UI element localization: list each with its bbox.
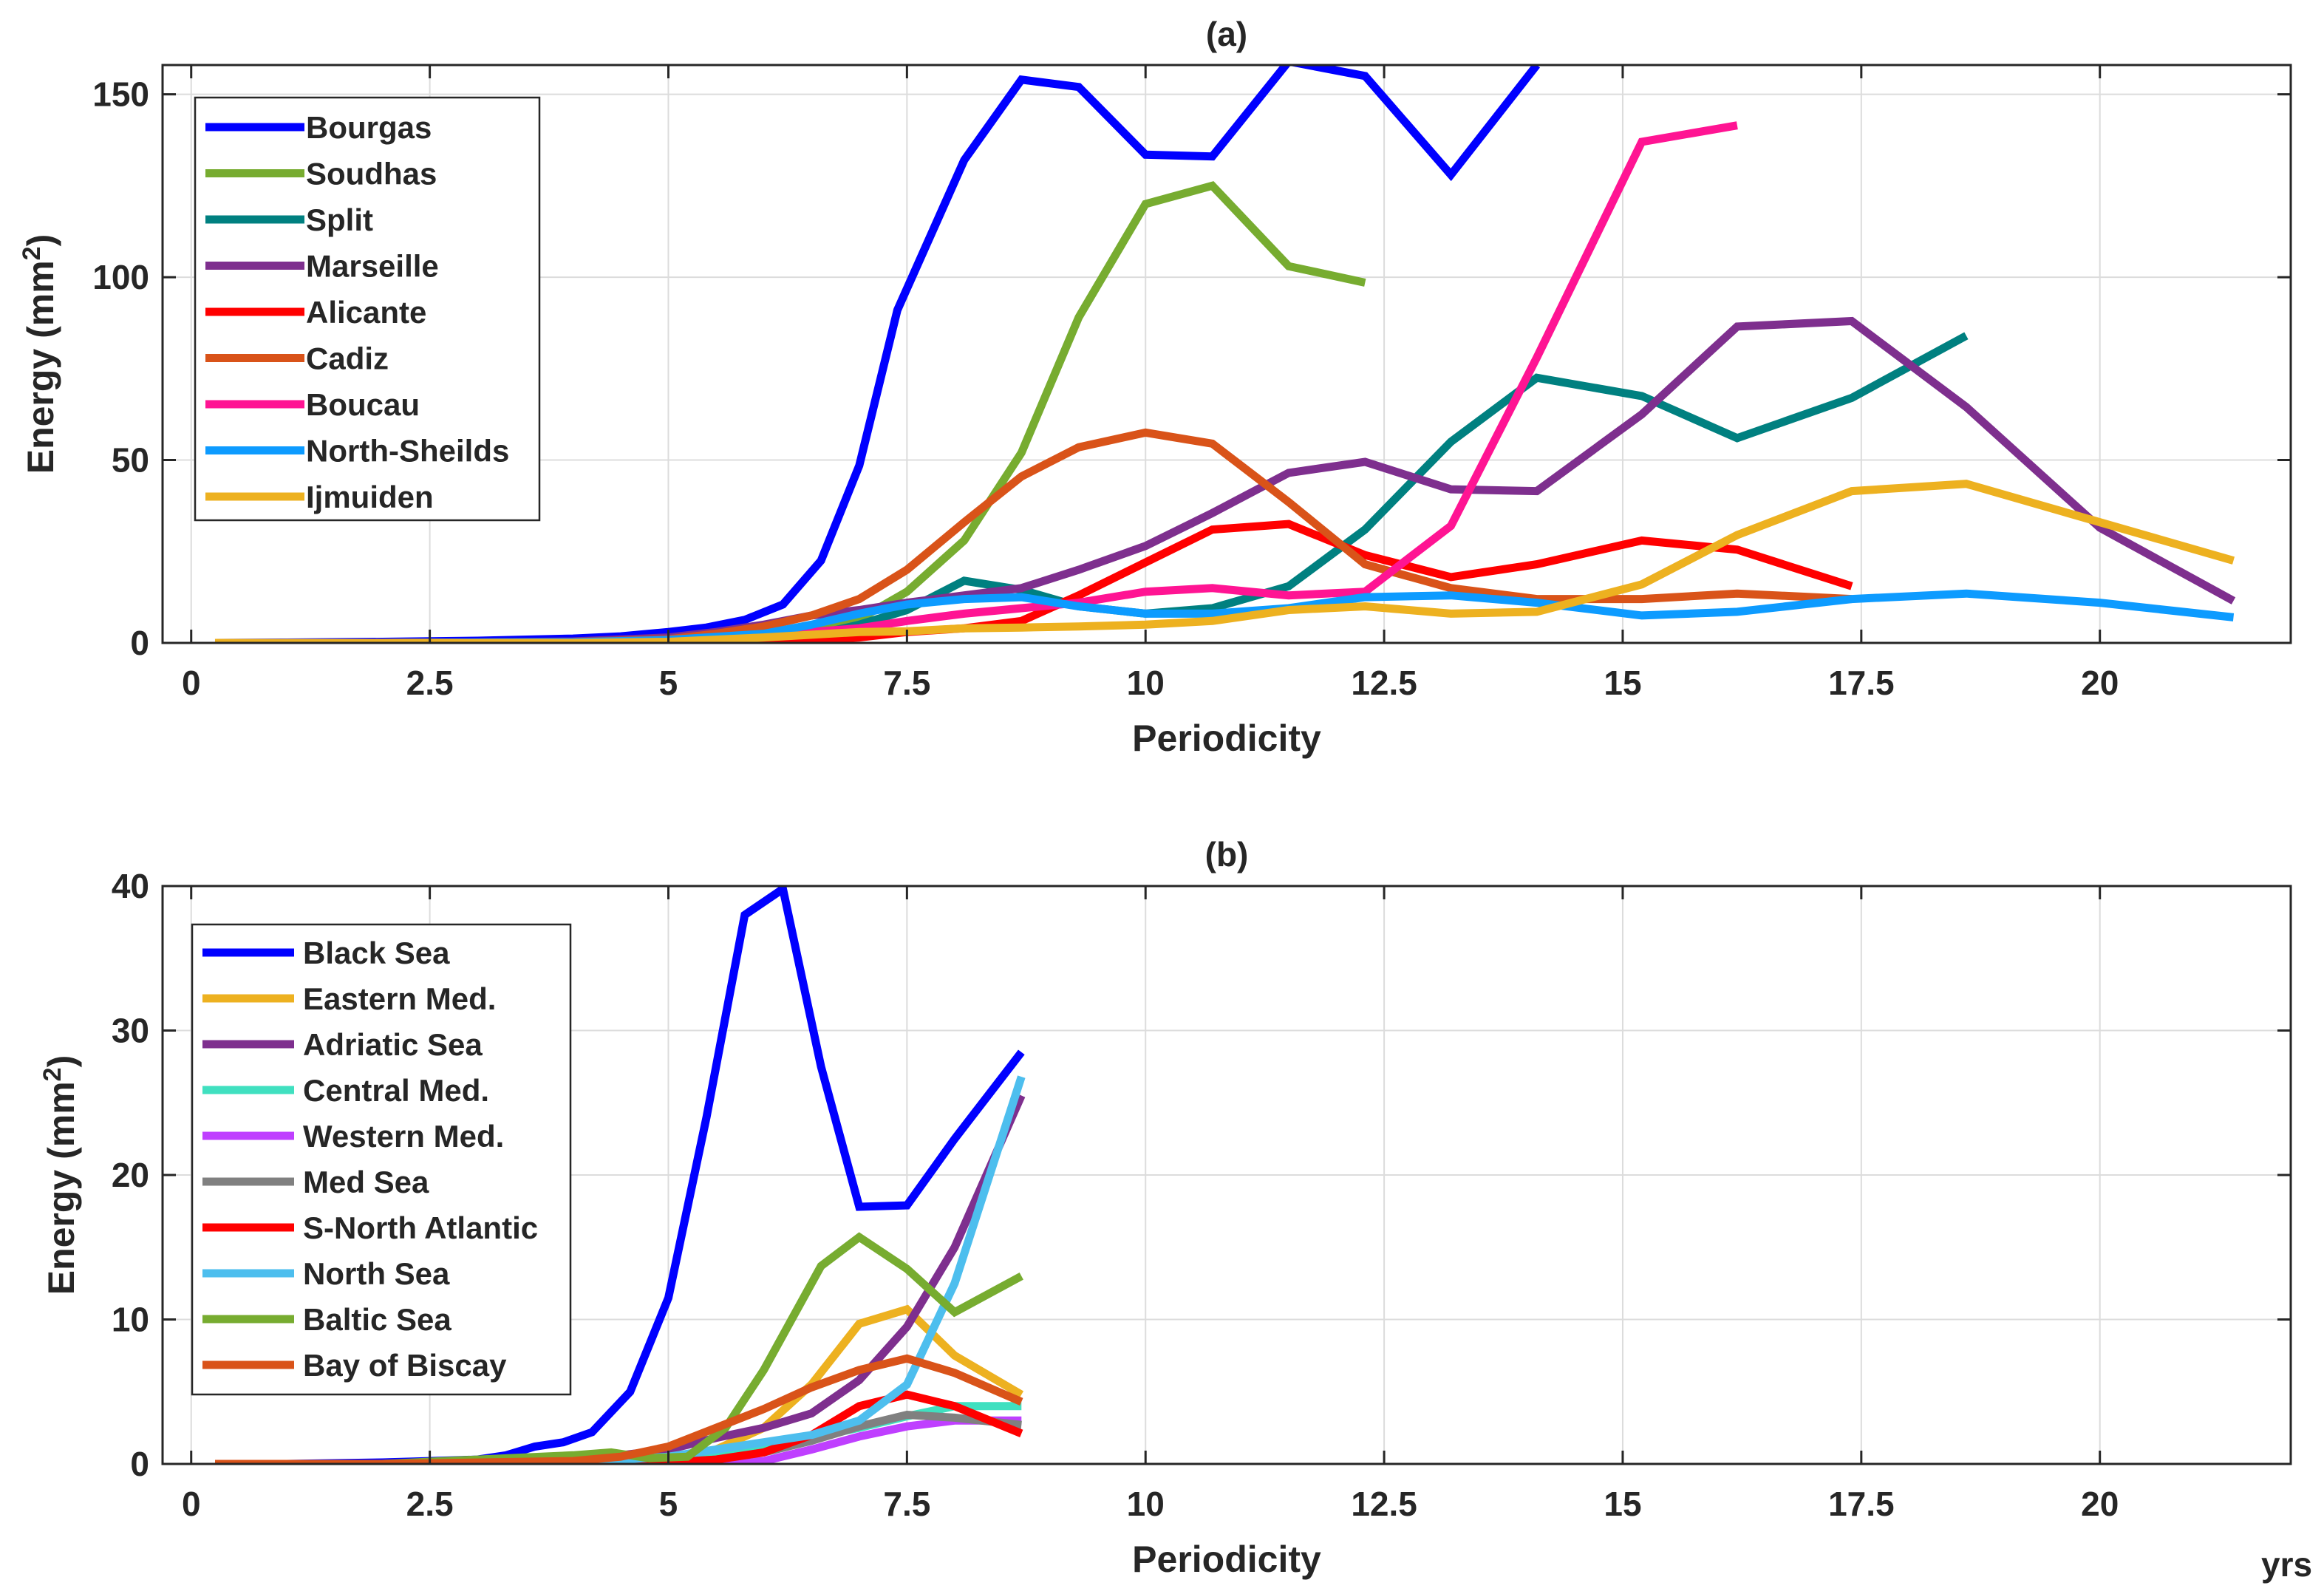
legend-label-black-sea: Black Sea	[303, 936, 450, 970]
legend-label-baltic-sea: Baltic Sea	[303, 1302, 451, 1337]
chart-b: 0 2.5 5 7.5 10 12.5 15 17.5 20 0 10 20 30 40 (b) Peri…	[38, 835, 2312, 1584]
chart-a-xtick-label: 15	[1604, 664, 1641, 702]
legend-label-north-sheilds: North-Sheilds	[306, 434, 509, 469]
chart-a-ticks: 0 2.5 5 7.5 10 12.5 15 17.5 20 0 50 100 150	[92, 65, 2291, 702]
chart-a-ytick-label: 50	[112, 441, 149, 480]
chart-b-xtick-label: 5	[659, 1485, 678, 1523]
chart-b-ylabel-main: Energy (mm	[41, 1081, 82, 1295]
chart-a: 0 2.5 5 7.5 10 12.5 15 17.5 20 0 50 100 150 (a) Peri…	[18, 15, 2292, 759]
legend-label-adriatic-sea: Adriatic Sea	[303, 1027, 483, 1062]
chart-b-ytick-label: 10	[112, 1301, 149, 1339]
chart-b-ylabel: Energy (mm2)	[38, 1055, 82, 1295]
chart-b-xtick-label: 15	[1604, 1485, 1641, 1523]
series-line-western-med	[215, 1416, 1022, 1464]
legend-label-cadiz: Cadiz	[306, 341, 389, 376]
legend-label-s-north-atlantic: S-North Atlantic	[303, 1210, 538, 1245]
chart-b-ytick-label: 20	[112, 1156, 149, 1194]
legend-label-boucau: Boucau	[306, 387, 420, 422]
chart-b-xtick-label: 12.5	[1351, 1485, 1417, 1523]
chart-b-xtick-label: 2.5	[406, 1485, 454, 1523]
chart-b-ylabel-sup: 2	[38, 1067, 67, 1081]
chart-a-xtick-label: 7.5	[883, 664, 930, 702]
chart-a-ylabel-sup: 2	[18, 246, 46, 260]
chart-a-ylabel-main: Energy (mm	[20, 260, 61, 474]
series-line-ijmuiden	[215, 480, 2235, 643]
legend-label-soudhas: Soudhas	[306, 157, 437, 191]
chart-a-xtick-label: 10	[1127, 664, 1165, 702]
legend-label-split: Split	[306, 202, 373, 237]
chart-b-ylabel-end: )	[41, 1055, 82, 1068]
legend-label-ijmuiden: Ijmuiden	[306, 480, 434, 514]
chart-a-axes-box	[161, 64, 2292, 644]
series-line-s-north-atlantic	[215, 1390, 1023, 1464]
chart-b-xtick-label: 17.5	[1828, 1485, 1895, 1523]
chart-b-xtick-label: 0	[182, 1485, 201, 1523]
legend-label-marseille: Marseille	[306, 249, 439, 284]
chart-a-ylabel-end: )	[20, 234, 61, 247]
chart-a-legend: Bourgas Soudhas Split Marseille Alicante Cadi…	[194, 96, 541, 522]
chart-a-title: (a)	[1206, 15, 1247, 53]
chart-b-unit-label: yrs	[2261, 1545, 2312, 1584]
chart-a-xtick-label: 20	[2081, 664, 2119, 702]
chart-b-xtick-label: 10	[1127, 1485, 1165, 1523]
chart-a-xtick-label: 5	[659, 664, 678, 702]
chart-a-xtick-label: 0	[182, 664, 201, 702]
chart-a-xtick-label: 12.5	[1351, 664, 1417, 702]
chart-a-ytick-label: 100	[92, 258, 149, 296]
chart-b-title: (b)	[1205, 835, 1249, 873]
chart-b-xlabel: Periodicity	[1132, 1539, 1321, 1580]
chart-b-ytick-label: 30	[112, 1012, 149, 1050]
chart-b-legend: Black Sea Eastern Med. Adriatic Sea Central…	[191, 923, 572, 1396]
chart-a-ytick-label: 0	[130, 624, 149, 662]
chart-a-xtick-label: 2.5	[406, 664, 454, 702]
chart-b-ticks: 0 2.5 5 7.5 10 12.5 15 17.5 20 0 10 20 30 40	[112, 867, 2291, 1523]
legend-label-alicante: Alicante	[306, 295, 426, 330]
series-line-bay-of-biscay	[215, 1354, 1023, 1464]
legend-label-med-sea: Med Sea	[303, 1165, 429, 1199]
legend-label-north-sea: North Sea	[303, 1256, 450, 1291]
chart-b-xtick-label: 7.5	[883, 1485, 930, 1523]
series-line-alicante	[215, 520, 1853, 643]
legend-label-eastern-med: Eastern Med.	[303, 981, 496, 1016]
chart-b-xtick-label: 20	[2081, 1485, 2119, 1523]
legend-label-western-med: Western Med.	[303, 1119, 504, 1154]
legend-label-bourgas: Bourgas	[306, 110, 432, 145]
chart-a-ytick-label: 150	[92, 75, 149, 114]
chart-a-ylabel: Energy (mm2)	[18, 234, 61, 474]
chart-a-xlabel: Periodicity	[1132, 718, 1321, 759]
chart-b-ytick-label: 40	[112, 867, 149, 905]
legend-label-bay-of-biscay: Bay of Biscay	[303, 1348, 507, 1383]
legend-label-central-med: Central Med.	[303, 1073, 489, 1108]
chart-b-ytick-label: 0	[130, 1445, 149, 1483]
chart-a-xtick-label: 17.5	[1828, 664, 1895, 702]
